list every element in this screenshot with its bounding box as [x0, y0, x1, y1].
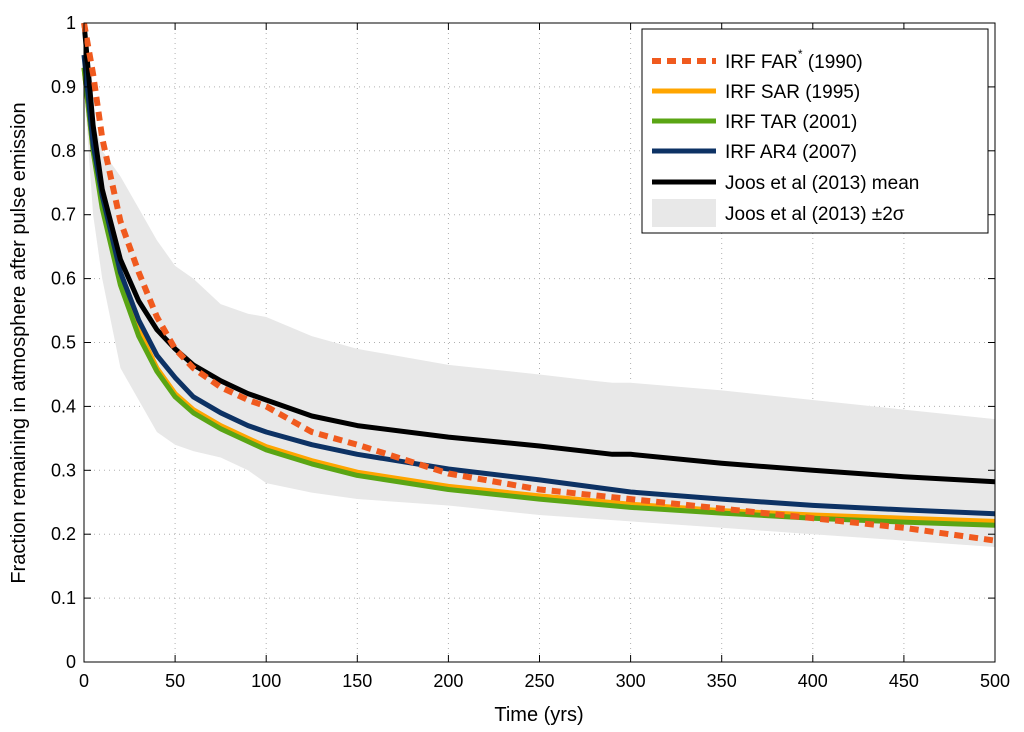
x-tick-label: 150	[342, 671, 372, 691]
y-tick-label: 0.8	[51, 141, 76, 161]
legend: IRF FAR* (1990) IRF SAR (1995) IRF TAR (…	[641, 28, 989, 234]
x-tick-label: 200	[433, 671, 463, 691]
y-tick-label: 0.1	[51, 588, 76, 608]
y-tick-label: 0	[66, 652, 76, 672]
legend-label-ar4: IRF AR4 (2007)	[725, 142, 857, 163]
legend-label-sar: IRF SAR (1995)	[725, 82, 860, 103]
y-tick-label: 0.5	[51, 333, 76, 353]
y-tick-label: 0.9	[51, 77, 76, 97]
x-tick-label: 450	[889, 671, 919, 691]
x-tick-label: 50	[165, 671, 185, 691]
legend-label-far: IRF FAR* (1990)	[725, 47, 863, 73]
series-layer	[81, 22, 996, 544]
x-tick-label: 100	[251, 671, 281, 691]
series-line-4	[81, 22, 996, 485]
series-line-2	[81, 67, 996, 528]
x-tick-label: 500	[980, 671, 1010, 691]
legend-label-tar: IRF TAR (2001)	[725, 112, 857, 133]
legend-label-joos-band: Joos et al (2013) ±2σ	[725, 204, 905, 225]
x-axis-label: Time (yrs)	[494, 704, 583, 726]
plot-frame	[83, 22, 996, 663]
x-tick-label: 0	[79, 671, 89, 691]
series-line-3	[81, 54, 996, 517]
legend-swatch-joos-band	[652, 199, 716, 227]
x-tick-label: 400	[798, 671, 828, 691]
y-tick-label: 1	[66, 13, 76, 33]
series-line-0	[81, 22, 996, 544]
y-tick-label: 0.2	[51, 524, 76, 544]
tick-labels: 0 50 100 150 200 250 300 350 400 450 500 0 0.1 0.2 0.3…	[51, 13, 1010, 691]
x-tick-label: 300	[616, 671, 646, 691]
y-tick-label: 0.3	[51, 460, 76, 480]
y-tick-label: 0.7	[51, 205, 76, 225]
x-tick-label: 350	[707, 671, 737, 691]
x-tick-label: 250	[524, 671, 554, 691]
y-tick-label: 0.4	[51, 396, 76, 416]
legend-label-joos-mean: Joos et al (2013) mean	[725, 173, 919, 194]
y-tick-label: 0.6	[51, 269, 76, 289]
y-axis-label: Fraction remaining in atmosphere after p…	[8, 102, 30, 583]
axes	[83, 22, 996, 663]
